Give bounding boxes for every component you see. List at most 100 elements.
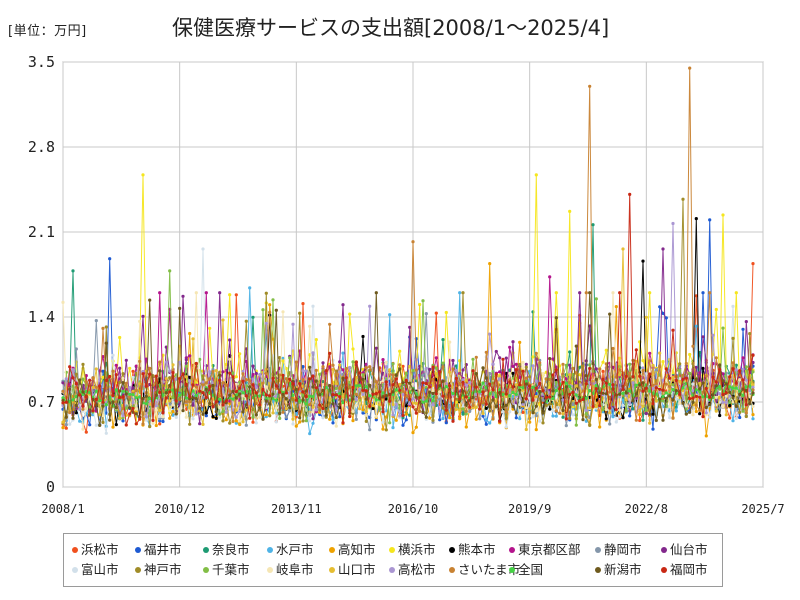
data-point bbox=[171, 413, 175, 417]
data-point bbox=[444, 385, 448, 389]
data-point bbox=[571, 366, 575, 370]
data-point bbox=[661, 399, 665, 403]
data-point bbox=[511, 385, 515, 389]
data-point bbox=[681, 401, 685, 405]
data-point bbox=[221, 409, 225, 413]
data-point bbox=[628, 371, 632, 375]
legend-marker bbox=[267, 547, 273, 553]
data-point bbox=[521, 402, 525, 406]
data-point bbox=[464, 402, 468, 406]
data-point bbox=[291, 417, 295, 421]
data-point bbox=[258, 373, 262, 377]
data-point bbox=[444, 411, 448, 415]
data-point bbox=[341, 376, 345, 380]
data-point bbox=[231, 389, 235, 393]
data-point bbox=[584, 291, 588, 295]
data-point bbox=[618, 392, 622, 396]
data-point bbox=[308, 403, 312, 407]
data-point bbox=[431, 403, 435, 407]
data-point bbox=[281, 359, 285, 363]
data-point bbox=[594, 297, 598, 301]
data-point bbox=[148, 396, 152, 401]
data-point bbox=[424, 312, 428, 316]
data-point bbox=[391, 426, 395, 430]
data-point bbox=[644, 393, 648, 398]
data-point bbox=[424, 385, 428, 389]
data-point bbox=[524, 376, 528, 380]
data-point bbox=[234, 375, 238, 379]
data-point bbox=[228, 407, 232, 411]
data-point bbox=[514, 383, 518, 387]
data-point bbox=[561, 412, 565, 416]
data-point bbox=[311, 374, 315, 378]
data-point bbox=[744, 378, 748, 382]
data-point bbox=[568, 363, 572, 367]
data-point bbox=[214, 410, 218, 414]
data-point bbox=[408, 325, 412, 329]
data-point bbox=[514, 362, 518, 366]
data-point bbox=[678, 379, 682, 384]
data-point bbox=[431, 391, 435, 396]
data-point bbox=[504, 403, 508, 407]
data-point bbox=[351, 385, 355, 390]
data-point bbox=[121, 414, 125, 418]
data-point bbox=[591, 223, 595, 227]
data-point bbox=[361, 411, 365, 415]
data-point bbox=[368, 404, 372, 408]
data-point bbox=[254, 413, 258, 417]
data-point bbox=[618, 415, 622, 419]
data-point bbox=[638, 383, 642, 387]
data-point bbox=[418, 409, 422, 413]
data-point bbox=[688, 66, 692, 70]
legend-marker bbox=[203, 547, 209, 553]
data-point bbox=[334, 409, 338, 413]
data-point bbox=[311, 405, 315, 409]
data-point bbox=[294, 424, 298, 428]
data-point bbox=[121, 389, 125, 393]
data-point bbox=[714, 409, 718, 413]
data-point bbox=[434, 366, 438, 370]
data-point bbox=[188, 406, 192, 410]
data-point bbox=[298, 311, 302, 315]
data-point bbox=[361, 388, 365, 392]
data-point bbox=[658, 365, 662, 369]
data-point bbox=[358, 407, 362, 411]
data-point bbox=[164, 377, 168, 381]
data-point bbox=[94, 397, 98, 402]
data-point bbox=[608, 411, 612, 415]
data-point bbox=[218, 415, 222, 419]
data-point bbox=[724, 382, 728, 386]
data-point bbox=[524, 362, 528, 366]
data-point bbox=[508, 410, 512, 414]
data-point bbox=[274, 420, 278, 424]
data-point bbox=[138, 319, 142, 323]
data-point bbox=[298, 399, 302, 403]
data-point bbox=[524, 397, 528, 401]
data-point bbox=[258, 394, 262, 398]
data-point bbox=[444, 382, 448, 386]
data-point bbox=[561, 398, 565, 402]
x-tick-label: 2025/7 bbox=[741, 502, 784, 516]
data-point bbox=[288, 356, 292, 360]
data-point bbox=[134, 371, 138, 375]
data-point bbox=[311, 421, 315, 425]
data-point bbox=[624, 383, 628, 387]
data-point bbox=[684, 361, 688, 366]
data-point bbox=[151, 421, 155, 425]
data-point bbox=[704, 374, 708, 378]
data-point bbox=[311, 351, 315, 355]
data-point bbox=[271, 392, 275, 396]
data-point bbox=[501, 405, 505, 409]
data-point bbox=[524, 382, 528, 386]
data-point bbox=[658, 390, 662, 394]
data-point bbox=[428, 412, 432, 416]
data-point bbox=[474, 355, 478, 359]
data-point bbox=[314, 338, 318, 342]
data-point bbox=[654, 368, 658, 372]
data-point bbox=[188, 395, 192, 399]
legend-item: 山口市 bbox=[329, 563, 376, 577]
data-point bbox=[751, 353, 755, 357]
data-point bbox=[354, 384, 358, 388]
data-point bbox=[228, 389, 232, 393]
data-point bbox=[141, 397, 145, 401]
